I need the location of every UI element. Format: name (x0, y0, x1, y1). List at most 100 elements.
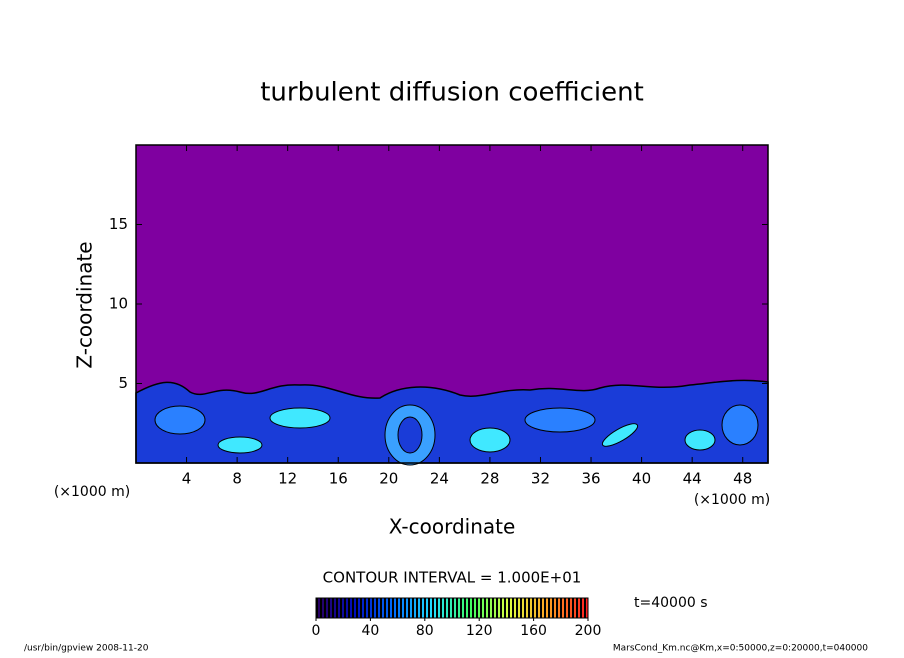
x-axis-label: X-coordinate (389, 515, 516, 539)
colorbar-stripe (360, 598, 363, 618)
colorbar-stripe (390, 598, 393, 618)
colorbar-stripe (434, 598, 437, 618)
colorbar-stripe (412, 598, 415, 618)
colorbar-stripe (332, 598, 335, 618)
colorbar-stripe (320, 598, 323, 618)
colorbar-stripe (452, 598, 455, 618)
x-tick-label: 28 (480, 470, 499, 488)
colorbar-stripe (490, 598, 493, 618)
colorbar-stripe (342, 598, 345, 618)
colorbar-stripe (440, 598, 443, 618)
colorbar-stripe (480, 598, 483, 618)
colorbar-stripe (424, 598, 427, 618)
colorbar-stripe (322, 598, 325, 618)
colorbar-stripe (414, 598, 417, 618)
colorbar-stripe (520, 598, 523, 618)
colorbar-stripe (526, 598, 529, 618)
colorbar-stripe (384, 598, 387, 618)
colorbar-stripe (340, 598, 343, 618)
colorbar-stripe (376, 598, 379, 618)
colorbar-stripe (528, 598, 531, 618)
colorbar-tick-label: 160 (520, 623, 547, 639)
colorbar-stripe (364, 598, 367, 618)
colorbar-stripe (494, 598, 497, 618)
colorbar-stripe (474, 598, 477, 618)
x-tick-label: 8 (232, 470, 242, 488)
colorbar-stripe (422, 598, 425, 618)
colorbar-stripe (388, 598, 391, 618)
x-tick-label: 20 (379, 470, 398, 488)
colorbar-tick-label: 120 (466, 623, 493, 639)
colorbar-stripe (550, 598, 553, 618)
colorbar-stripe (522, 598, 525, 618)
colorbar-stripe (378, 598, 381, 618)
colorbar-stripe (354, 598, 357, 618)
colorbar-stripe (482, 598, 485, 618)
colorbar-stripe (514, 598, 517, 618)
colorbar-stripe (536, 598, 539, 618)
colorbar-stripe (466, 598, 469, 618)
colorbar-stripe (410, 598, 413, 618)
x-unit: (×1000 m) (694, 492, 770, 508)
time-label: t=40000 s (634, 595, 708, 611)
colorbar-stripe (464, 598, 467, 618)
x-tick-label: 32 (531, 470, 550, 488)
colorbar-stripe (504, 598, 507, 618)
x-tick-label: 40 (632, 470, 651, 488)
x-tick-label: 4 (182, 470, 192, 488)
colorbar-stripe (502, 598, 505, 618)
colorbar-stripe (486, 598, 489, 618)
colorbar-tick-label: 0 (312, 623, 321, 639)
colorbar-stripe (508, 598, 511, 618)
colorbar-stripe (444, 598, 447, 618)
colorbar-stripe (386, 598, 389, 618)
colorbar-stripe (338, 598, 341, 618)
colorbar-stripe (324, 598, 327, 618)
colorbar-stripe (316, 598, 319, 618)
colorbar-stripe (512, 598, 515, 618)
colorbar-stripe (428, 598, 431, 618)
y-axis-label: Z-coordinate (73, 241, 97, 368)
colorbar-stripe (584, 598, 587, 618)
colorbar-stripe (370, 598, 373, 618)
colorbar-stripe (484, 598, 487, 618)
x-tick-label: 24 (430, 470, 449, 488)
colorbar-stripe (326, 598, 329, 618)
colorbar-stripe (420, 598, 423, 618)
colorbar-stripe (400, 598, 403, 618)
colorbar-stripe (416, 598, 419, 618)
colorbar-stripe (330, 598, 333, 618)
colorbar-stripe (560, 598, 563, 618)
colorbar-stripe (492, 598, 495, 618)
colorbar-stripe (460, 598, 463, 618)
colorbar-stripe (352, 598, 355, 618)
colorbar-stripe (500, 598, 503, 618)
colorbar-stripe (366, 598, 369, 618)
turbulent-field (135, 379, 769, 466)
colorbar-stripe (578, 598, 581, 618)
colorbar-stripe (328, 598, 331, 618)
colorbar-tick-label: 40 (361, 623, 379, 639)
colorbar-stripe (472, 598, 475, 618)
colorbar-stripe (450, 598, 453, 618)
colorbar-stripe (456, 598, 459, 618)
colorbar-stripe (392, 598, 395, 618)
colorbar-stripe (540, 598, 543, 618)
y-tick-label: 10 (109, 295, 128, 313)
colorbar-stripe (454, 598, 457, 618)
colorbar-stripe (478, 598, 481, 618)
colorbar-stripe (488, 598, 491, 618)
colorbar-stripe (362, 598, 365, 618)
y-unit: (×1000 m) (54, 484, 130, 500)
colorbar-stripe (346, 598, 349, 618)
colorbar-stripe (496, 598, 499, 618)
colorbar-stripe (542, 598, 545, 618)
colorbar-stripe (356, 598, 359, 618)
colorbar-stripe (438, 598, 441, 618)
colorbar-stripe (538, 598, 541, 618)
colorbar-stripe (476, 598, 479, 618)
y-tick-label: 5 (118, 374, 128, 392)
colorbar-stripe (406, 598, 409, 618)
x-tick-label: 44 (683, 470, 702, 488)
